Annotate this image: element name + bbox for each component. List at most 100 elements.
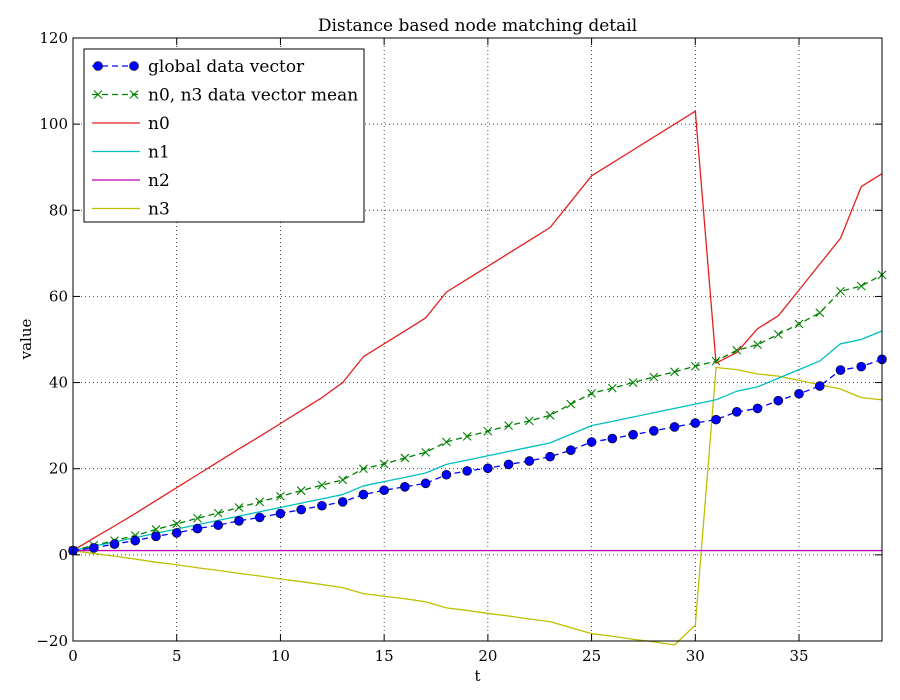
legend-entry-n2: n2 [92, 171, 170, 191]
data-point-marker [752, 403, 763, 414]
data-point-marker [255, 497, 265, 507]
data-point-marker [317, 500, 327, 511]
legend-label: global data vector [148, 57, 305, 77]
plot-area-frame [72, 37, 883, 642]
series-n3 [72, 366, 883, 646]
data-point-marker [337, 497, 348, 507]
data-point-marker [628, 378, 638, 387]
data-point-marker [254, 512, 265, 523]
data-point-marker [296, 504, 306, 515]
legend-entry-n0-n3-data-vector-mean: n0, n3 data vector mean [92, 86, 358, 106]
data-point-marker [130, 535, 141, 546]
legend-label: n3 [148, 200, 170, 220]
series-layer [68, 110, 887, 646]
data-point-marker [276, 491, 285, 501]
legend-entry-n1: n1 [92, 143, 170, 163]
data-point-marker [462, 432, 472, 441]
data-point-marker [151, 531, 161, 542]
series-line-n0-n3-data-vector-mean [72, 274, 883, 552]
data-point-marker [731, 407, 742, 417]
data-point-marker [732, 345, 742, 355]
x-tick-label: 35 [789, 647, 808, 665]
series-n1 [72, 330, 883, 552]
series-global-data-vector [68, 354, 887, 556]
series-line-n0 [72, 110, 883, 552]
data-point-marker [711, 356, 721, 366]
data-point-marker [441, 437, 451, 447]
data-point-marker [690, 361, 700, 371]
y-tick-label: −20 [36, 632, 68, 650]
legend-marker [129, 61, 139, 71]
data-point-marker [773, 329, 783, 339]
data-point-marker [151, 525, 161, 534]
data-point-marker [856, 361, 867, 372]
data-point-marker [794, 388, 804, 399]
data-point-marker [483, 463, 493, 474]
series-line-n1 [72, 330, 883, 552]
y-tick-label: 60 [49, 287, 68, 305]
legend: global data vector n0, n3 data vector mea… [83, 48, 365, 223]
data-point-marker [607, 383, 617, 393]
x-tick-label: 0 [68, 647, 78, 665]
legend-box [83, 48, 365, 223]
data-point-marker [794, 319, 804, 329]
x-tick-label: 30 [686, 647, 705, 665]
x-axis-label: t [474, 667, 480, 685]
data-point-marker [566, 399, 576, 409]
data-point-marker [814, 381, 825, 391]
x-tick-label: 10 [271, 647, 290, 665]
series-line-n3 [72, 366, 883, 646]
series-n0 [72, 110, 883, 552]
legend-entry-n0: n0 [92, 114, 170, 134]
x-tick-label: 20 [478, 647, 497, 665]
data-point-marker [815, 308, 825, 318]
legend-label: n0 [148, 114, 170, 134]
data-point-marker [400, 482, 410, 492]
data-point-marker [213, 508, 223, 518]
data-point-marker [524, 416, 534, 426]
data-point-marker [234, 516, 244, 526]
legend-marker [93, 90, 103, 99]
data-point-marker [773, 395, 784, 406]
data-point-marker [649, 372, 659, 382]
y-tick-label: 120 [39, 29, 68, 47]
y-tick-label: 100 [39, 115, 68, 133]
data-point-marker [275, 508, 286, 519]
data-point-marker [586, 437, 597, 447]
data-point-marker [441, 469, 452, 480]
legend-marker [129, 90, 139, 99]
legend-entry-global-data-vector: global data vector [92, 57, 305, 77]
data-point-marker [462, 466, 472, 476]
x-tick-label: 5 [172, 647, 182, 665]
legend-marker [93, 61, 103, 71]
data-point-marker [504, 421, 514, 431]
data-point-marker [753, 340, 762, 350]
data-point-marker [566, 445, 576, 455]
data-point-marker [172, 519, 182, 529]
legend-label: n2 [148, 171, 170, 191]
data-point-marker [483, 426, 493, 436]
legend-entry-n3: n3 [92, 200, 170, 220]
x-tick-label: 15 [375, 647, 394, 665]
data-point-marker [587, 388, 596, 398]
data-point-marker [669, 422, 680, 432]
y-tick-label: 40 [49, 374, 68, 392]
data-point-marker [379, 459, 389, 469]
data-point-marker [524, 456, 535, 466]
data-point-marker [88, 543, 99, 553]
data-point-marker [358, 489, 369, 500]
data-point-marker [503, 459, 514, 470]
data-point-marker [171, 528, 182, 538]
data-point-marker [545, 451, 555, 462]
data-point-marker [835, 365, 846, 375]
y-tick-label: 80 [49, 201, 68, 219]
data-point-marker [836, 286, 845, 296]
data-point-marker [234, 503, 244, 512]
data-point-marker [400, 453, 410, 463]
data-point-marker [420, 478, 431, 489]
x-tick-label: 25 [582, 647, 601, 665]
data-point-marker [670, 367, 679, 377]
data-point-marker [607, 433, 618, 444]
data-point-marker [690, 418, 701, 428]
